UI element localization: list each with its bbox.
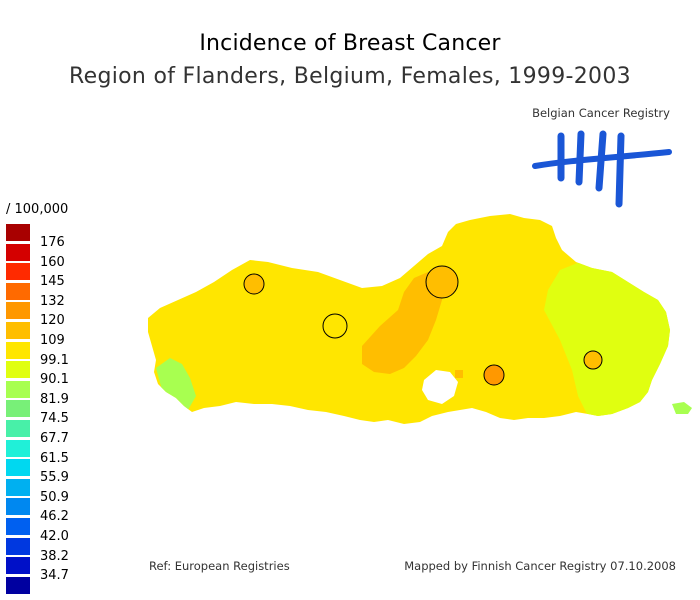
legend-label: 176 <box>40 235 65 250</box>
legend-label: 67.7 <box>40 430 69 446</box>
marker-east <box>583 350 603 370</box>
legend-label: 99.1 <box>40 352 69 368</box>
logo-text: Belgian Cancer Registry <box>532 106 670 120</box>
legend-label: 132 <box>40 293 65 309</box>
legend-swatch <box>6 224 30 241</box>
legend-label: 50.9 <box>40 489 69 505</box>
legend-label: 120 <box>40 313 65 329</box>
legend-label: 109 <box>40 332 65 348</box>
limburg-province <box>544 262 670 418</box>
legend-label: 55.9 <box>40 470 69 486</box>
legend-swatch <box>6 361 30 379</box>
legend-swatch <box>6 439 30 457</box>
baarle-exclave <box>455 370 463 378</box>
mapped-by-note: Mapped by Finnish Cancer Registry 07.10.… <box>404 559 676 573</box>
marker-west <box>243 273 265 295</box>
legend-label: 74.5 <box>40 411 69 427</box>
voeren-exclave <box>672 402 692 414</box>
legend-swatch <box>6 321 30 339</box>
legend-swatch <box>6 302 30 320</box>
tally-marks-icon <box>532 130 672 208</box>
marker-central-west <box>322 313 348 339</box>
legend-swatch <box>6 576 30 594</box>
legend-swatch <box>6 400 30 418</box>
legend-swatch <box>6 557 30 575</box>
legend-label: 46.2 <box>40 509 69 525</box>
legend-swatch <box>6 478 30 496</box>
marker-north <box>425 265 459 299</box>
reference-note: Ref: European Registries <box>149 559 290 573</box>
legend-swatch <box>6 282 30 300</box>
legend-label: 38.2 <box>40 548 69 564</box>
map-title: Incidence of Breast Cancer <box>199 31 501 56</box>
legend-swatch <box>6 419 30 437</box>
west-low-patch <box>156 358 196 410</box>
legend-swatch <box>6 459 30 477</box>
registry-logo: Belgian Cancer Registry <box>521 100 681 212</box>
legend-label: 145 <box>40 274 65 290</box>
legend-swatch <box>6 537 30 555</box>
legend-swatch <box>6 380 30 398</box>
legend-swatch <box>6 498 30 516</box>
map-subtitle: Region of Flanders, Belgium, Females, 19… <box>69 64 631 89</box>
legend-swatch <box>6 517 30 535</box>
legend-label: 34.7 <box>40 568 69 584</box>
legend-label: 61.5 <box>40 450 69 466</box>
legend-unit: / 100,000 <box>6 202 69 217</box>
brussels-area <box>422 370 458 404</box>
legend-label: 81.9 <box>40 391 69 407</box>
legend-swatch <box>6 341 30 359</box>
legend-swatch <box>6 243 30 261</box>
legend-label: 160 <box>40 254 65 270</box>
marker-central-east <box>483 364 505 386</box>
legend-label: 42.0 <box>40 528 69 544</box>
central-higher-zone <box>362 272 442 374</box>
legend-label: 90.1 <box>40 372 69 388</box>
legend-swatch <box>6 263 30 281</box>
